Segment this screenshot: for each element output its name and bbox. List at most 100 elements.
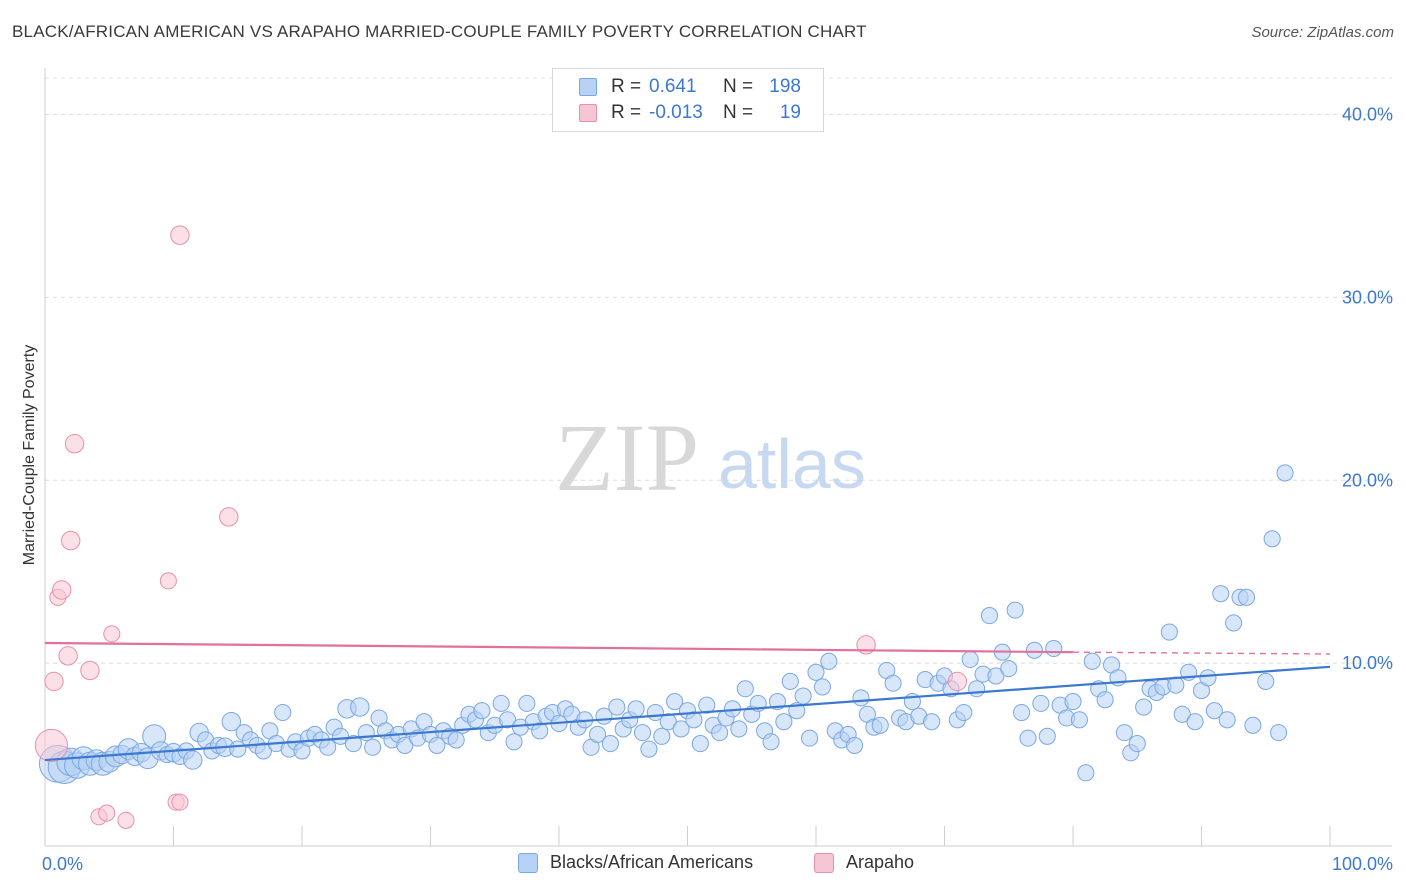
- point-blacks: [1019, 729, 1037, 747]
- x-tick-label: 100.0%: [1332, 854, 1393, 874]
- point-blacks: [364, 738, 382, 756]
- point-blacks: [1128, 735, 1146, 753]
- point-blacks: [659, 713, 677, 731]
- point-blacks: [807, 663, 825, 681]
- point-blacks: [1013, 703, 1031, 722]
- point-blacks: [531, 722, 549, 740]
- point-blacks: [1218, 711, 1236, 729]
- legend-item-blacks[interactable]: Blacks/African Americans: [518, 852, 753, 873]
- point-arapaho: [219, 507, 239, 527]
- watermark-atlas: atlas: [718, 425, 866, 503]
- point-blacks: [183, 750, 203, 770]
- point-blacks: [447, 731, 465, 749]
- series-legend: Blacks/African Americans Arapaho: [0, 852, 1406, 876]
- point-blacks: [1000, 660, 1018, 678]
- point-blacks: [1025, 641, 1043, 659]
- correlation-legend: R = 0.641 N = 198 R = -0.013 N = 19: [552, 68, 824, 132]
- legend-row-arapaho: R = -0.013 N = 19: [579, 101, 801, 125]
- point-blacks: [1070, 711, 1088, 729]
- point-blacks: [319, 738, 337, 756]
- point-blacks: [633, 724, 652, 742]
- point-blacks: [505, 733, 523, 751]
- y-tick-label: 10.0%: [1342, 653, 1393, 673]
- point-blacks: [1270, 724, 1288, 742]
- point-blacks: [640, 740, 658, 758]
- point-blacks: [666, 692, 684, 711]
- point-blacks: [846, 736, 864, 754]
- x-tick-label: 0.0%: [42, 854, 83, 874]
- point-blacks: [254, 742, 273, 760]
- trendline-arapaho: [44, 641, 1074, 654]
- y-tick-label: 20.0%: [1342, 470, 1393, 490]
- point-blacks: [736, 680, 754, 698]
- data-points: [34, 225, 1294, 829]
- point-arapaho: [52, 580, 72, 600]
- point-blacks: [1276, 464, 1294, 482]
- point-arapaho: [34, 728, 69, 763]
- point-arapaho: [80, 660, 100, 681]
- tick-labels: 10.0% 20.0% 30.0% 40.0% 0.0% 100.0%: [42, 105, 1393, 874]
- watermark-zip: ZIP: [555, 404, 699, 511]
- point-blacks: [730, 720, 748, 738]
- legend-item-arapaho[interactable]: Arapaho: [814, 852, 914, 873]
- point-blacks: [1083, 652, 1101, 670]
- point-arapaho: [159, 572, 177, 590]
- point-blacks: [332, 727, 350, 745]
- point-blacks: [1160, 623, 1178, 641]
- point-blacks: [813, 678, 831, 696]
- point-blacks: [871, 716, 889, 734]
- point-blacks: [499, 711, 517, 729]
- y-tick-label: 30.0%: [1342, 287, 1393, 307]
- point-blacks: [1186, 713, 1204, 731]
- point-arapaho: [170, 225, 190, 245]
- n-label: N =: [723, 102, 754, 123]
- n-value: 198: [769, 76, 801, 97]
- point-arapaho: [117, 811, 135, 829]
- point-blacks: [1257, 672, 1275, 690]
- point-blacks: [672, 720, 690, 738]
- point-arapaho: [171, 793, 189, 811]
- point-blacks: [1237, 588, 1256, 606]
- point-blacks: [396, 736, 414, 754]
- r-value: 0.641: [649, 76, 697, 97]
- point-blacks: [1225, 614, 1243, 632]
- point-blacks: [274, 703, 292, 722]
- point-blacks: [1173, 705, 1191, 723]
- point-blacks: [801, 729, 819, 747]
- point-blacks: [987, 667, 1005, 685]
- point-blacks: [781, 672, 799, 690]
- r-label: R =: [611, 76, 642, 97]
- point-blacks: [968, 680, 986, 698]
- trendline-blacks: [44, 665, 1331, 762]
- point-blacks: [775, 713, 793, 731]
- point-blacks: [1064, 692, 1082, 711]
- y-tick-label: 40.0%: [1342, 105, 1393, 125]
- point-blacks: [1006, 601, 1024, 619]
- point-arapaho: [103, 625, 121, 643]
- chart-title: BLACK/AFRICAN AMERICAN VS ARAPAHO MARRIE…: [12, 22, 867, 41]
- legend-label: Blacks/African Americans: [550, 852, 754, 872]
- point-blacks: [1263, 530, 1281, 548]
- legend-label: Arapaho: [846, 852, 915, 872]
- point-blacks: [608, 698, 626, 716]
- point-blacks: [961, 650, 979, 669]
- point-blacks: [344, 735, 362, 753]
- point-blacks: [1045, 639, 1063, 658]
- n-value: 19: [779, 102, 801, 123]
- point-blacks: [711, 724, 729, 742]
- point-blacks: [1205, 702, 1223, 720]
- point-blacks: [492, 694, 510, 712]
- point-blacks: [350, 697, 370, 717]
- point-blacks: [627, 700, 645, 718]
- point-arapaho: [98, 804, 116, 822]
- point-blacks: [1096, 691, 1114, 709]
- point-blacks: [762, 733, 780, 751]
- point-blacks: [1077, 764, 1095, 782]
- point-blacks: [820, 652, 838, 670]
- point-blacks: [1032, 694, 1050, 712]
- point-blacks: [1199, 669, 1217, 687]
- point-blacks: [221, 711, 242, 732]
- point-blacks: [923, 713, 941, 731]
- gridlines: [45, 77, 1392, 664]
- point-blacks: [601, 735, 619, 753]
